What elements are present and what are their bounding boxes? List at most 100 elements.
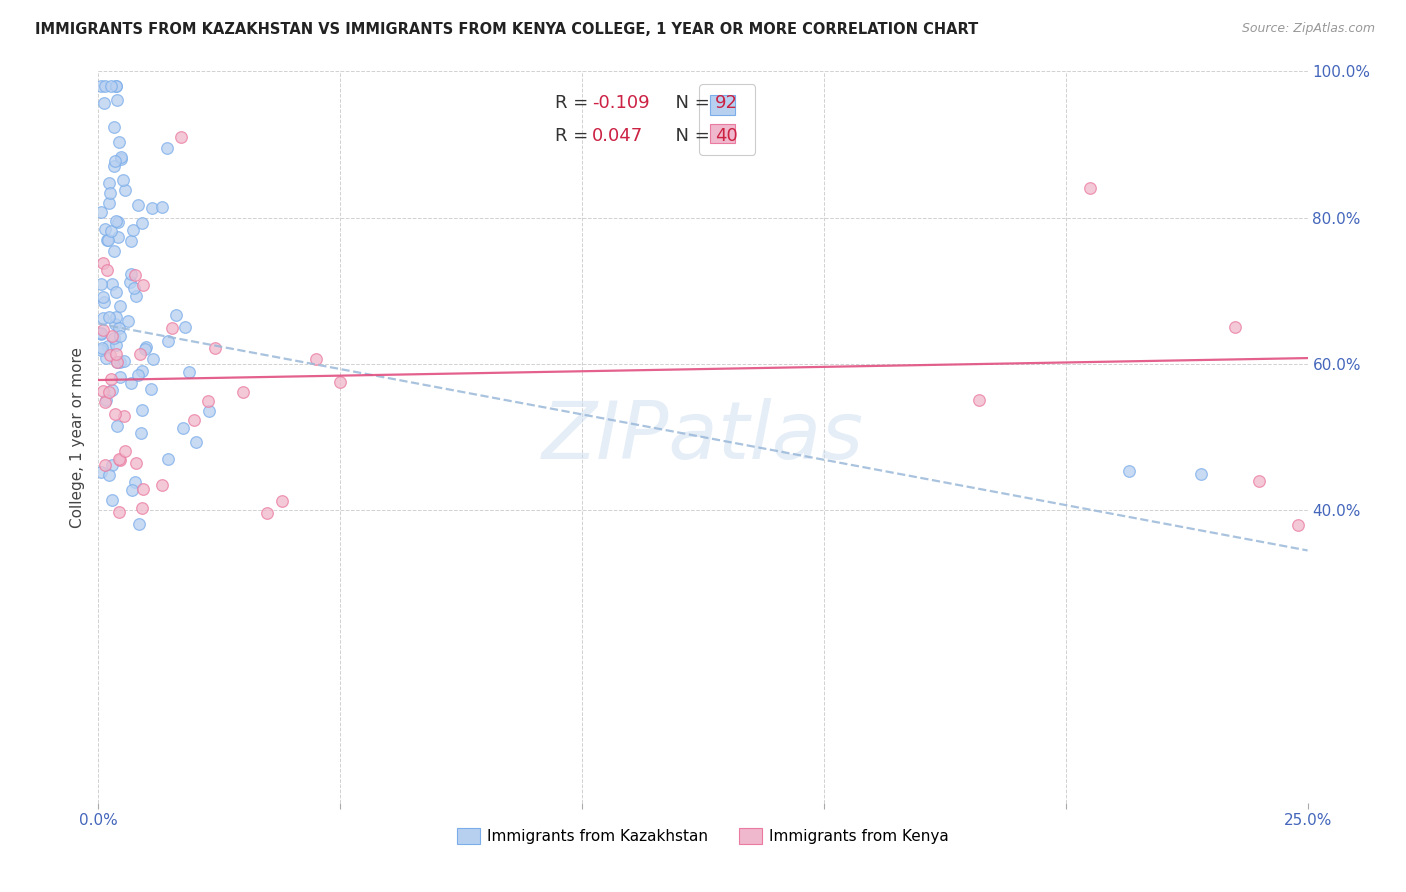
Point xyxy=(103,244,125,259)
Point xyxy=(132,277,155,292)
Point xyxy=(105,355,128,369)
Point xyxy=(105,214,128,228)
Point xyxy=(198,404,221,418)
Point xyxy=(129,425,152,440)
Point xyxy=(157,452,180,467)
Point xyxy=(170,130,193,145)
Point xyxy=(120,267,142,281)
Point xyxy=(105,337,128,351)
Point xyxy=(256,506,278,520)
Point xyxy=(172,421,194,435)
Point xyxy=(121,483,143,498)
Point xyxy=(1223,320,1246,334)
Point xyxy=(132,482,155,496)
Point xyxy=(90,465,112,479)
Point xyxy=(91,341,114,355)
Point xyxy=(122,223,145,237)
Point xyxy=(96,392,118,407)
Text: R =: R = xyxy=(555,94,595,112)
Point xyxy=(1286,517,1309,532)
Text: R =: R = xyxy=(555,127,595,145)
Point xyxy=(94,458,117,473)
Point xyxy=(100,492,122,507)
Point xyxy=(91,289,114,303)
Point xyxy=(1078,181,1101,195)
Point xyxy=(94,222,117,236)
Point xyxy=(183,412,205,426)
Point xyxy=(94,78,117,93)
Point xyxy=(90,277,112,292)
Point xyxy=(90,204,112,219)
Point xyxy=(91,311,114,326)
Point xyxy=(105,78,128,93)
Point xyxy=(128,516,150,531)
Point xyxy=(91,256,114,270)
Point xyxy=(157,334,180,348)
Point xyxy=(114,354,136,368)
Point xyxy=(120,235,142,249)
Point xyxy=(108,452,131,467)
Point xyxy=(177,365,200,379)
Point xyxy=(97,468,120,483)
Point xyxy=(107,230,129,244)
Point xyxy=(118,275,141,289)
Point xyxy=(1118,464,1140,478)
Point xyxy=(93,95,115,110)
Point xyxy=(117,313,139,327)
Point xyxy=(127,368,149,383)
Point xyxy=(114,444,136,458)
Legend: Immigrants from Kazakhstan, Immigrants from Kenya: Immigrants from Kazakhstan, Immigrants f… xyxy=(451,822,955,850)
Point xyxy=(103,120,125,134)
Point xyxy=(108,300,131,314)
Point xyxy=(101,277,124,291)
Point xyxy=(131,501,153,516)
Point xyxy=(127,197,149,211)
Point xyxy=(96,263,118,277)
Point xyxy=(98,195,121,210)
Point xyxy=(104,78,127,93)
Point xyxy=(104,285,127,299)
Point xyxy=(94,395,117,409)
Text: ZIPatlas: ZIPatlas xyxy=(541,398,865,476)
Point xyxy=(135,340,157,354)
Point xyxy=(91,323,114,337)
Point xyxy=(103,153,125,168)
Point xyxy=(124,456,146,470)
Text: 92: 92 xyxy=(716,94,738,112)
Point xyxy=(141,382,163,396)
Text: Source: ZipAtlas.com: Source: ZipAtlas.com xyxy=(1241,22,1375,36)
Point xyxy=(105,347,128,361)
Point xyxy=(90,343,112,358)
Point xyxy=(98,348,121,362)
Point xyxy=(271,493,294,508)
Point xyxy=(131,216,153,230)
Point xyxy=(114,409,136,424)
Point xyxy=(105,355,128,369)
Point xyxy=(120,376,142,390)
Point xyxy=(134,342,156,356)
Point xyxy=(156,140,179,154)
Point xyxy=(91,384,114,399)
Point xyxy=(100,78,122,93)
Point xyxy=(94,351,117,365)
Point xyxy=(90,327,112,342)
Point xyxy=(967,392,990,407)
Text: -0.109: -0.109 xyxy=(592,94,650,112)
Point xyxy=(105,93,128,107)
Point xyxy=(107,215,129,229)
Text: N =: N = xyxy=(664,94,716,112)
Y-axis label: College, 1 year or more: College, 1 year or more xyxy=(70,347,86,527)
Point xyxy=(98,384,121,399)
Point xyxy=(97,233,120,247)
Point xyxy=(124,475,146,490)
Point xyxy=(329,375,352,389)
Point xyxy=(204,341,226,355)
Point xyxy=(101,329,124,343)
Point xyxy=(174,320,197,334)
Point xyxy=(124,281,146,295)
Point xyxy=(100,224,122,238)
Point xyxy=(141,201,163,215)
Point xyxy=(98,186,121,200)
Point xyxy=(110,152,132,166)
Point xyxy=(108,328,131,343)
